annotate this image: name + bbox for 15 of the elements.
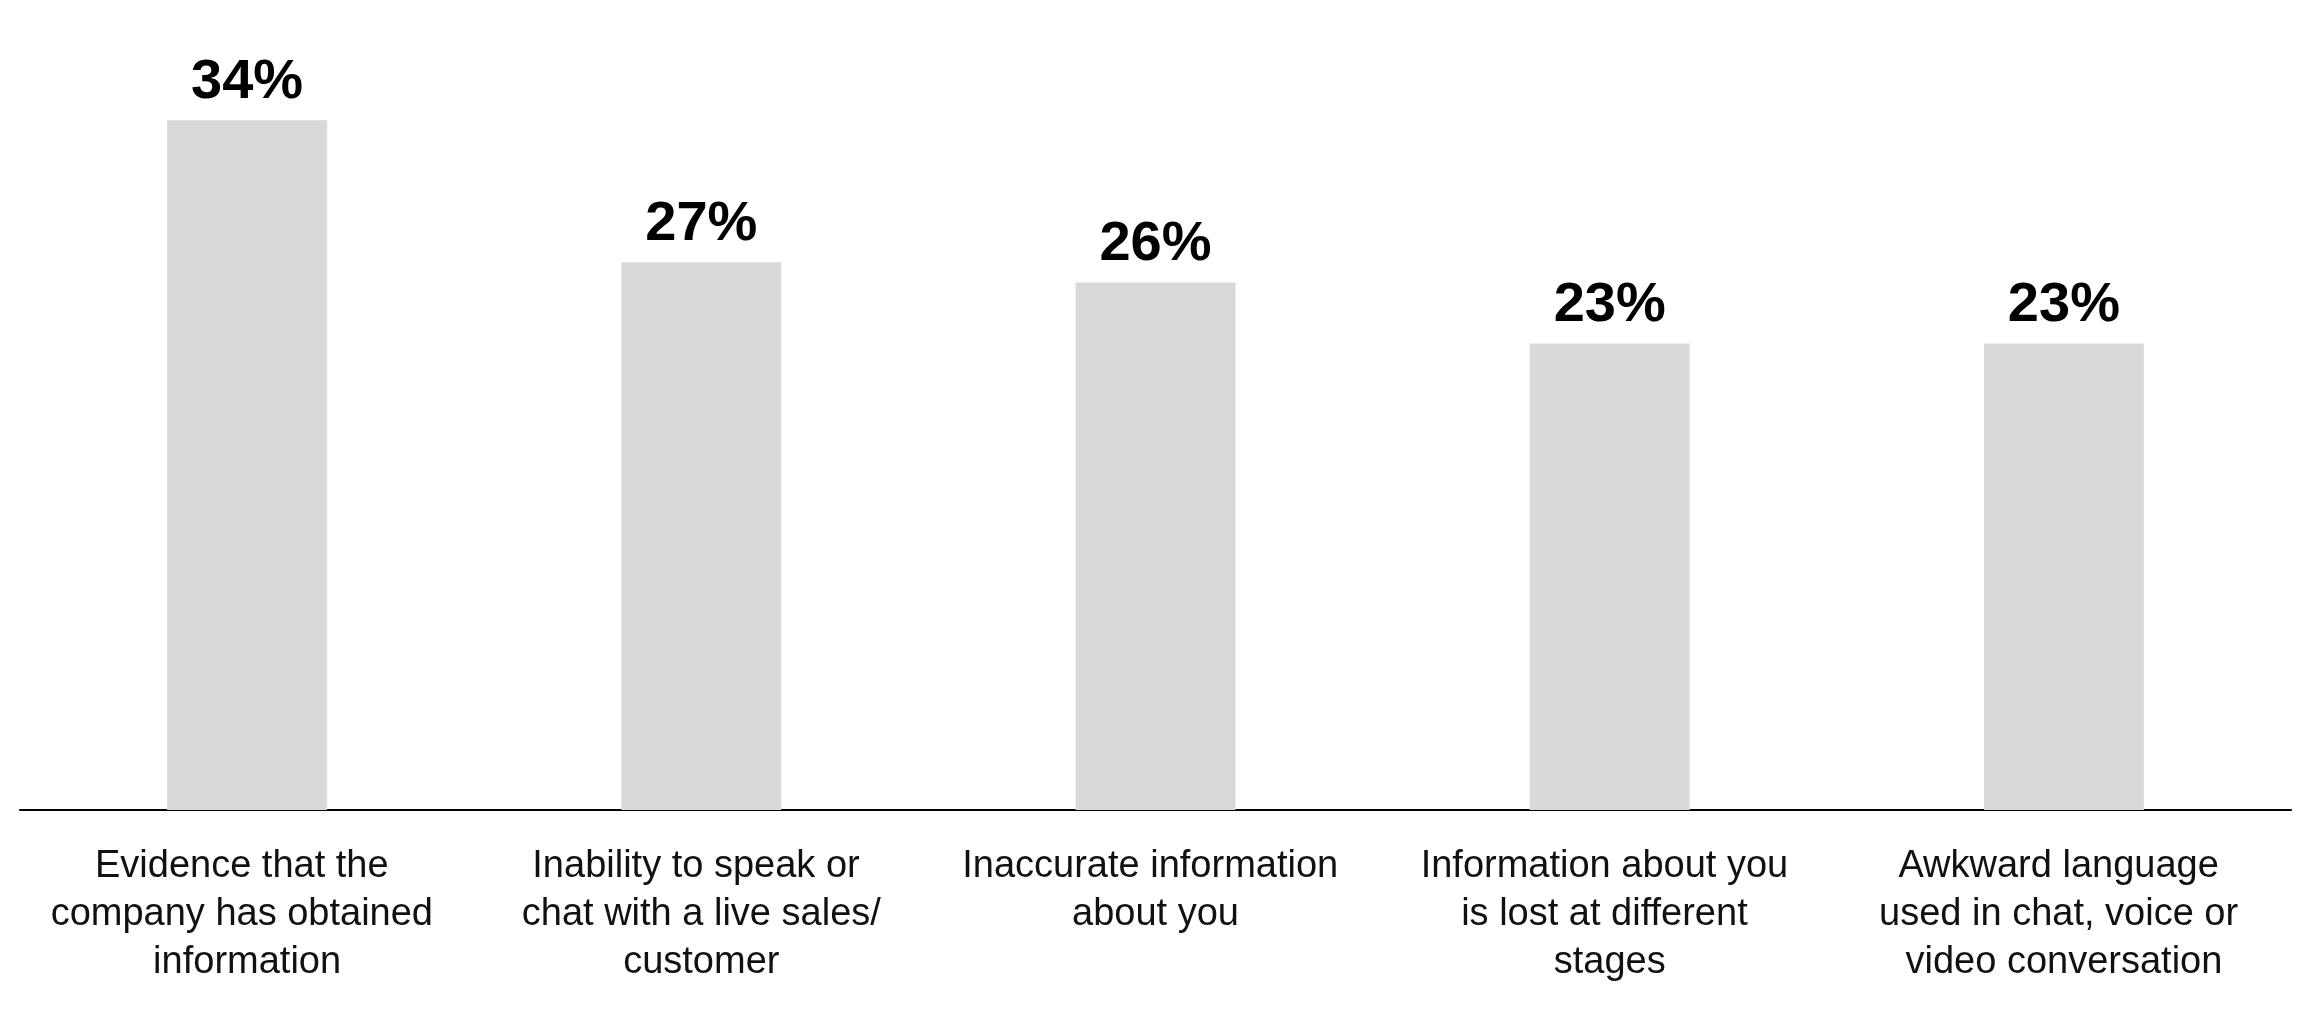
data-label: 27% [645, 188, 758, 252]
bar [1529, 343, 1690, 810]
data-label: 34% [191, 46, 304, 110]
bar [621, 262, 782, 810]
bar [1983, 343, 2144, 810]
data-label: 23% [2007, 269, 2120, 333]
x-tick-label: Evidence that the company has obtained information [50, 843, 444, 981]
bar [1075, 282, 1236, 810]
x-tick-label: Information about you is lost at different stages [1420, 843, 1799, 981]
x-tick-label: Inability to speak or chat with a live sales/customer [521, 843, 882, 981]
data-label: 26% [1099, 209, 1212, 273]
x-tick-label: Awkward language used in chat, voice or video conversation [1879, 843, 2249, 981]
x-tick-label: Inaccurate information about you [962, 843, 1349, 933]
bar [167, 120, 328, 810]
data-label: 23% [1553, 269, 1666, 333]
